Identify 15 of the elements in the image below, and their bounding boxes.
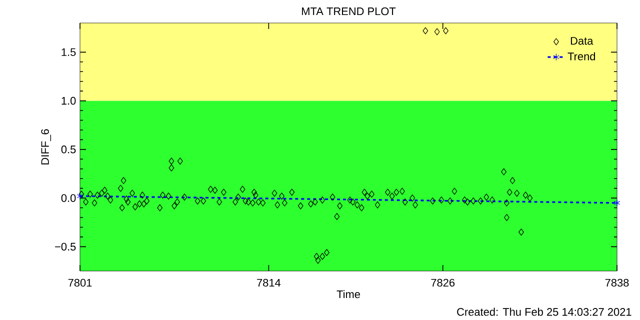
y-tick-label: −0.5	[55, 242, 76, 251]
y-tick-label: 1.0	[62, 96, 76, 105]
text: Created: Thu Feb 25 14:03:27 2021	[457, 308, 632, 316]
legend-label: Trend	[568, 52, 596, 60]
y-tick-label: 0.0	[61, 194, 76, 202]
legend-label: Data	[570, 37, 594, 45]
x-tick-label: 7814	[257, 278, 281, 287]
x-tick-label: 7838	[605, 278, 629, 287]
chart-title: MTA TREND PLOT	[302, 7, 396, 16]
y-axis-title: DIFF_6	[41, 129, 52, 164]
y-tick-label: 1.5	[62, 48, 76, 56]
x-tick-label: 7801	[68, 278, 92, 287]
y-tick-label: 0.5	[61, 146, 76, 154]
x-tick-label: 7826	[431, 278, 455, 287]
x-axis-title: Time	[336, 290, 360, 298]
